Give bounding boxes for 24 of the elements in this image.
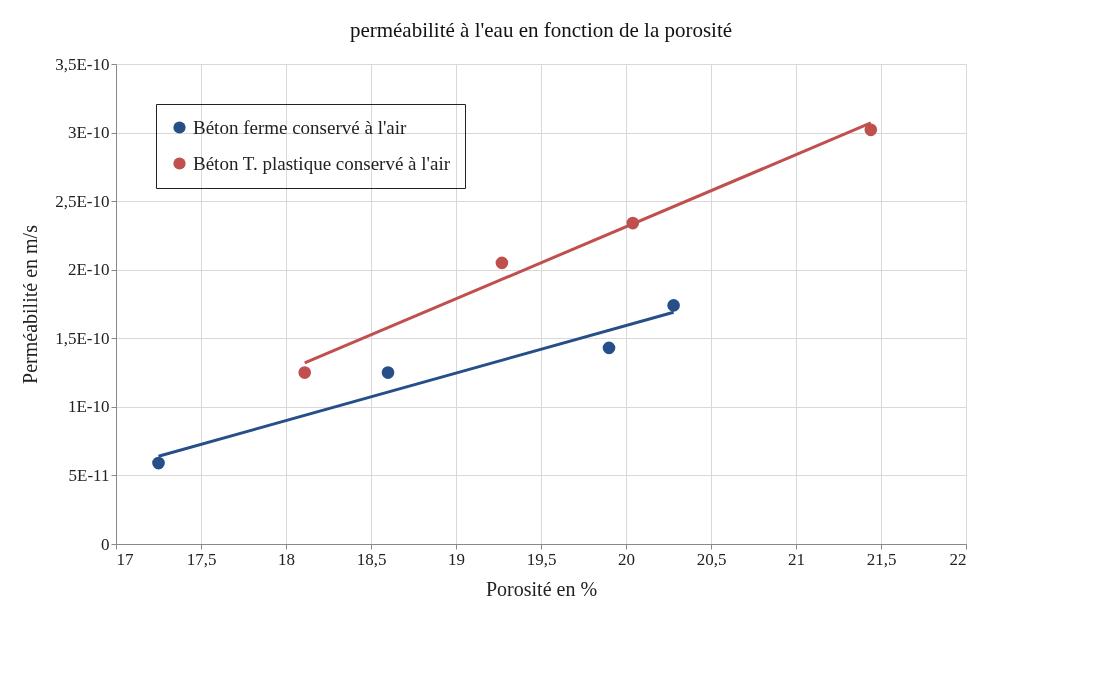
y-tick-label: 1,5E-10 bbox=[55, 328, 110, 348]
y-tick-label: 2E-10 bbox=[67, 260, 110, 280]
x-tick-label: 19,5 bbox=[526, 549, 557, 569]
chart-title: perméabilité à l'eau en fonction de la porosité bbox=[349, 18, 733, 42]
y-tick-label: 3,5E-10 bbox=[55, 54, 110, 74]
y-tick-label: 2,5E-10 bbox=[55, 191, 110, 211]
y-tick-label: 3E-10 bbox=[67, 123, 110, 143]
x-tick-label: 17,5 bbox=[186, 549, 217, 569]
x-tick-label: 18,5 bbox=[356, 549, 387, 569]
x-tick-label: 19 bbox=[448, 549, 465, 569]
legend-label: Béton ferme conservé à l'air bbox=[193, 116, 408, 138]
x-tick-label: 18 bbox=[278, 549, 295, 569]
y-tick-label: 1E-10 bbox=[67, 397, 110, 417]
x-tick-label: 21 bbox=[788, 549, 805, 569]
x-tick-label: 21,5 bbox=[866, 549, 897, 569]
x-tick-label: 22 bbox=[949, 549, 967, 569]
x-tick-label: 20,5 bbox=[696, 549, 727, 569]
x-axis-title: Porosité en % bbox=[485, 577, 598, 600]
legend-label: Béton T. plastique conservé à l'air bbox=[193, 152, 451, 174]
x-tick-label: 17 bbox=[116, 549, 134, 569]
x-tick-label: 20 bbox=[618, 549, 635, 569]
y-tick-label: 5E-11 bbox=[68, 465, 110, 485]
y-tick-label: 0 bbox=[101, 534, 110, 554]
y-axis-title: Perméabilité en m/s bbox=[19, 224, 42, 384]
